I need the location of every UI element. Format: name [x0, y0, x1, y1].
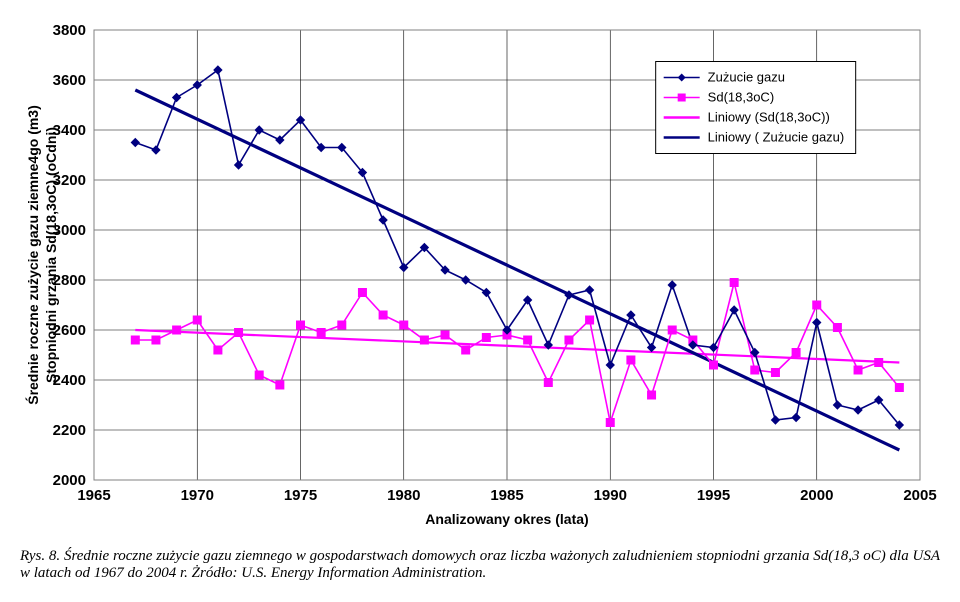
svg-text:1965: 1965: [77, 487, 110, 504]
svg-text:1995: 1995: [697, 487, 730, 504]
chart-svg: 1965 1970 1975 1980 1985 1990 1995 2000 2005 2000…: [20, 20, 940, 540]
svg-text:1975: 1975: [284, 487, 317, 504]
legend: Zużucie gazu Sd(18,3oC) Liniowy (Sd(18,3oC…: [656, 62, 856, 154]
svg-text:Stopniodni grzania Sd(18,3oC): Stopniodni grzania Sd(18,3oC) (oCdni): [43, 127, 59, 383]
svg-text:Liniowy ( Zużucie gazu): Liniowy ( Zużucie gazu): [708, 130, 845, 145]
chart-container: 1965 1970 1975 1980 1985 1990 1995 2000 2005 2000…: [20, 20, 940, 540]
caption-prefix: Rys. 8.: [20, 548, 64, 564]
figure-caption: Rys. 8. Średnie roczne zużycie gazu ziem…: [20, 548, 940, 582]
caption-text: Średnie roczne zużycie gazu ziemnego w g…: [20, 548, 940, 581]
svg-text:2000: 2000: [53, 472, 86, 489]
svg-text:1970: 1970: [181, 487, 214, 504]
svg-text:Analizowany okres (lata): Analizowany okres (lata): [425, 511, 588, 527]
svg-text:3800: 3800: [53, 22, 86, 39]
svg-text:2000: 2000: [800, 487, 833, 504]
svg-text:2005: 2005: [903, 487, 936, 504]
svg-text:Sd(18,3oC): Sd(18,3oC): [708, 90, 774, 105]
svg-text:1985: 1985: [490, 487, 523, 504]
svg-text:2200: 2200: [53, 422, 86, 439]
svg-text:1990: 1990: [594, 487, 627, 504]
svg-text:3600: 3600: [53, 72, 86, 89]
svg-text:Liniowy (Sd(18,3oC)): Liniowy (Sd(18,3oC)): [708, 110, 830, 125]
svg-text:1980: 1980: [387, 487, 420, 504]
svg-text:Średnie roczne zużycie gazu zi: Średnie roczne zużycie gazu ziemne4go (m…: [24, 105, 41, 405]
svg-text:Zużucie gazu: Zużucie gazu: [708, 70, 785, 85]
